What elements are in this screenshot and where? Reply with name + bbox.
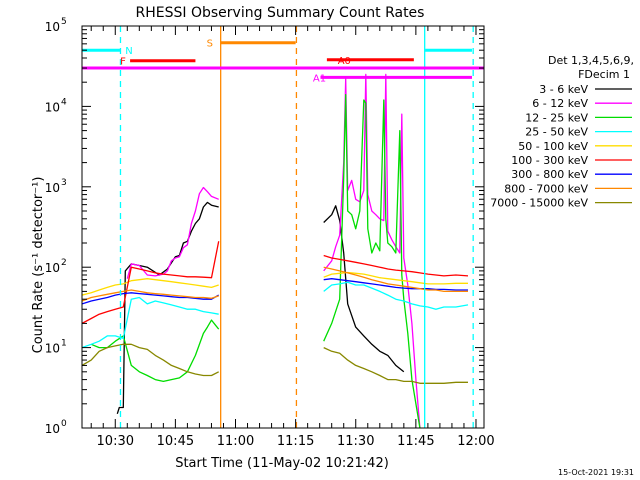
x-tick-label: 11:15: [277, 434, 314, 449]
series-4-group: [82, 281, 469, 349]
series-line: [82, 343, 219, 377]
y-axis-label: Count Rate (s⁻¹ detector⁻¹): [31, 177, 46, 354]
legend-entry-label: 800 - 7000 keV: [504, 182, 588, 195]
series-line: [82, 278, 219, 296]
series-8-group: [82, 266, 468, 302]
series-line: [323, 278, 468, 291]
series-line: [323, 205, 405, 373]
series-9-group: [82, 343, 468, 384]
series-3-group: [90, 94, 421, 428]
band-label: A0: [338, 56, 351, 67]
legend-entry-label: 12 - 25 keV: [525, 111, 588, 124]
series-line: [82, 292, 220, 305]
x-tick-label: 11:45: [397, 434, 434, 449]
x-tick-label: 11:30: [337, 434, 374, 449]
x-tick-label: 10:30: [97, 434, 134, 449]
y-tick-exponent: 4: [61, 97, 67, 107]
series-line: [323, 254, 469, 277]
series-line: [126, 186, 219, 279]
band-label: S: [207, 39, 213, 50]
series-line: [323, 94, 421, 428]
y-tick-label: 10: [45, 20, 60, 34]
legend-entry-label: 300 - 800 keV: [511, 168, 588, 181]
plot-frame: [81, 25, 485, 429]
series-6-group: [82, 241, 469, 324]
legend-entry-label: 7000 - 15000 keV: [490, 197, 588, 210]
y-tick-exponent: 2: [61, 258, 67, 268]
y-tick-exponent: 3: [61, 178, 67, 188]
series-line: [323, 266, 468, 293]
series-line: [82, 289, 219, 302]
y-tick-label: 10: [45, 342, 60, 356]
series-line: [90, 319, 220, 383]
y-tick-exponent: 0: [61, 419, 67, 429]
band-label: N: [125, 46, 132, 57]
y-tick-label: 10: [45, 181, 60, 195]
series-1-group: [116, 201, 405, 414]
x-axis-label: Start Time (11-May-02 10:21:42): [175, 456, 389, 471]
x-tick-label: 12:00: [457, 434, 494, 449]
y-tick-exponent: 1: [61, 339, 67, 349]
legend-header-line2: FDecim 1: [578, 68, 630, 81]
footer-timestamp: 15-Oct-2021 19:31: [558, 468, 634, 477]
legend-entry-label: 25 - 50 keV: [525, 126, 588, 139]
band-label: A1: [313, 73, 326, 84]
y-tick-label: 10: [45, 261, 60, 275]
x-tick-label: 10:45: [157, 434, 194, 449]
legend-entry-label: 100 - 300 keV: [511, 154, 588, 167]
band-label: F: [120, 57, 126, 68]
x-axis: 10:30 10:45 11:00 11:15 11:30 11:45 12:00: [90, 26, 495, 449]
legend-header-line1: Det 1,3,4,5,6,9,: [548, 54, 634, 67]
y-tick-label: 10: [45, 100, 60, 114]
series-line: [82, 296, 219, 349]
y-tick-label: 10: [45, 422, 60, 436]
series-line: [323, 347, 468, 384]
y-tick-exponent: 5: [61, 17, 67, 27]
legend-entry-label: 6 - 12 keV: [532, 97, 588, 110]
series-line: [116, 201, 219, 414]
x-tick-label: 11:00: [217, 434, 254, 449]
series-line: [323, 281, 469, 310]
chart-title: RHESSI Observing Summary Count Rates: [136, 5, 425, 21]
legend-entry-label: 3 - 6 keV: [539, 83, 588, 96]
series-7-group: [82, 278, 468, 305]
plot-data-layer: [82, 26, 484, 428]
legend-entry-label: 50 - 100 keV: [518, 140, 588, 153]
series-line: [82, 241, 220, 324]
